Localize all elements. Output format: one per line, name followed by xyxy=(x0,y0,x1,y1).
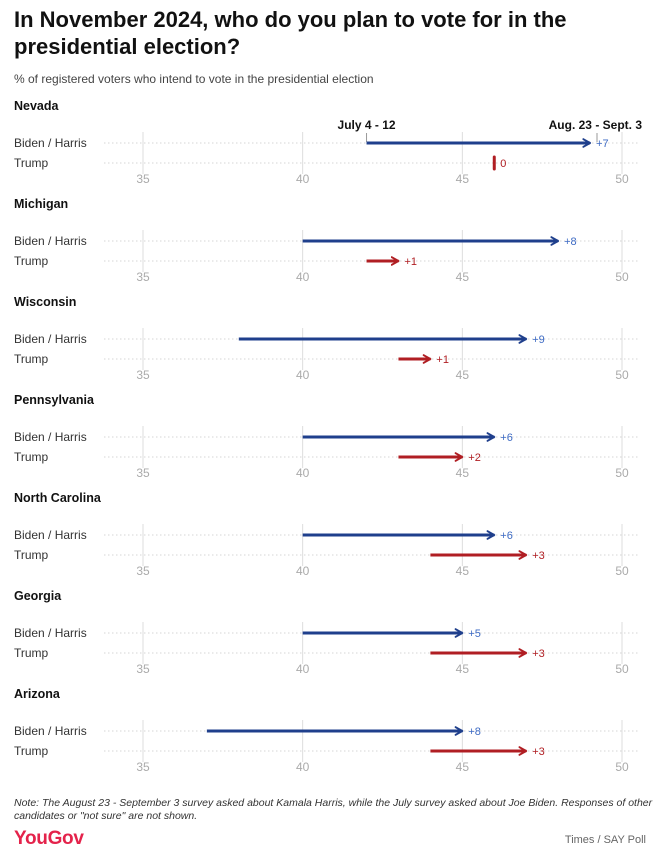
candidate-label: Trump xyxy=(14,744,49,758)
x-tick-label: 35 xyxy=(136,760,150,774)
candidate-label: Biden / Harris xyxy=(14,528,87,542)
footnote: Note: The August 23 - September 3 survey… xyxy=(14,797,653,822)
x-tick-label: 40 xyxy=(296,564,310,578)
state-title: Arizona xyxy=(14,687,61,701)
candidate-label: Trump xyxy=(14,156,49,170)
change-label: +5 xyxy=(468,628,481,640)
state-title: Georgia xyxy=(14,589,62,603)
change-label: +3 xyxy=(532,550,545,562)
x-tick-label: 45 xyxy=(456,172,470,186)
brand-logo: YouGov xyxy=(14,828,84,849)
candidate-label: Biden / Harris xyxy=(14,234,87,248)
chart-subtitle: % of registered voters who intend to vot… xyxy=(14,72,374,86)
state-title: Pennsylvania xyxy=(14,393,95,407)
x-tick-label: 45 xyxy=(456,368,470,382)
change-label: +8 xyxy=(564,236,577,248)
candidate-label: Biden / Harris xyxy=(14,136,87,150)
change-label: +9 xyxy=(532,334,545,346)
change-label: +6 xyxy=(500,530,513,542)
x-tick-label: 40 xyxy=(296,760,310,774)
x-tick-label: 50 xyxy=(615,368,629,382)
candidate-label: Trump xyxy=(14,254,49,268)
x-tick-label: 45 xyxy=(456,662,470,676)
x-tick-label: 40 xyxy=(296,270,310,284)
x-tick-label: 40 xyxy=(296,662,310,676)
x-tick-label: 50 xyxy=(615,270,629,284)
x-tick-label: 35 xyxy=(136,368,150,382)
x-tick-label: 45 xyxy=(456,466,470,480)
x-tick-label: 35 xyxy=(136,564,150,578)
change-label: +8 xyxy=(468,726,481,738)
x-tick-label: 50 xyxy=(615,172,629,186)
period-end-label: Aug. 23 - Sept. 3 xyxy=(549,118,643,132)
candidate-label: Trump xyxy=(14,646,49,660)
change-label: +1 xyxy=(404,256,417,268)
x-tick-label: 50 xyxy=(615,662,629,676)
x-tick-label: 40 xyxy=(296,466,310,480)
change-label: 0 xyxy=(500,158,506,170)
source-credit: Times / SAY Poll xyxy=(564,834,646,846)
candidate-label: Trump xyxy=(14,352,49,366)
change-label: +7 xyxy=(596,138,609,150)
candidate-label: Biden / Harris xyxy=(14,332,87,346)
change-label: +6 xyxy=(500,432,513,444)
chart-area: July 4 - 12 Aug. 23 - Sept. 3 Nevada Biden … xyxy=(14,99,643,774)
state-title: North Carolina xyxy=(14,491,102,505)
x-tick-label: 50 xyxy=(615,466,629,480)
x-tick-label: 45 xyxy=(456,270,470,284)
x-tick-label: 40 xyxy=(296,368,310,382)
x-tick-label: 45 xyxy=(456,564,470,578)
x-tick-label: 45 xyxy=(456,760,470,774)
state-title: Michigan xyxy=(14,197,68,211)
candidate-label: Trump xyxy=(14,548,49,562)
candidate-label: Trump xyxy=(14,450,49,464)
change-label: +3 xyxy=(532,648,545,660)
state-title: Nevada xyxy=(14,99,60,113)
chart-title: In November 2024, who do you plan to vot… xyxy=(14,7,567,59)
x-tick-label: 35 xyxy=(136,466,150,480)
change-label: +1 xyxy=(436,354,449,366)
change-label: +3 xyxy=(532,746,545,758)
candidate-label: Biden / Harris xyxy=(14,430,87,444)
change-label: +2 xyxy=(468,452,481,464)
x-tick-label: 35 xyxy=(136,662,150,676)
candidate-label: Biden / Harris xyxy=(14,724,87,738)
x-tick-label: 50 xyxy=(615,760,629,774)
x-tick-label: 35 xyxy=(136,270,150,284)
x-tick-label: 50 xyxy=(615,564,629,578)
x-tick-label: 35 xyxy=(136,172,150,186)
candidate-label: Biden / Harris xyxy=(14,626,87,640)
x-tick-label: 40 xyxy=(296,172,310,186)
period-start-label: July 4 - 12 xyxy=(338,118,396,132)
state-title: Wisconsin xyxy=(14,295,76,309)
